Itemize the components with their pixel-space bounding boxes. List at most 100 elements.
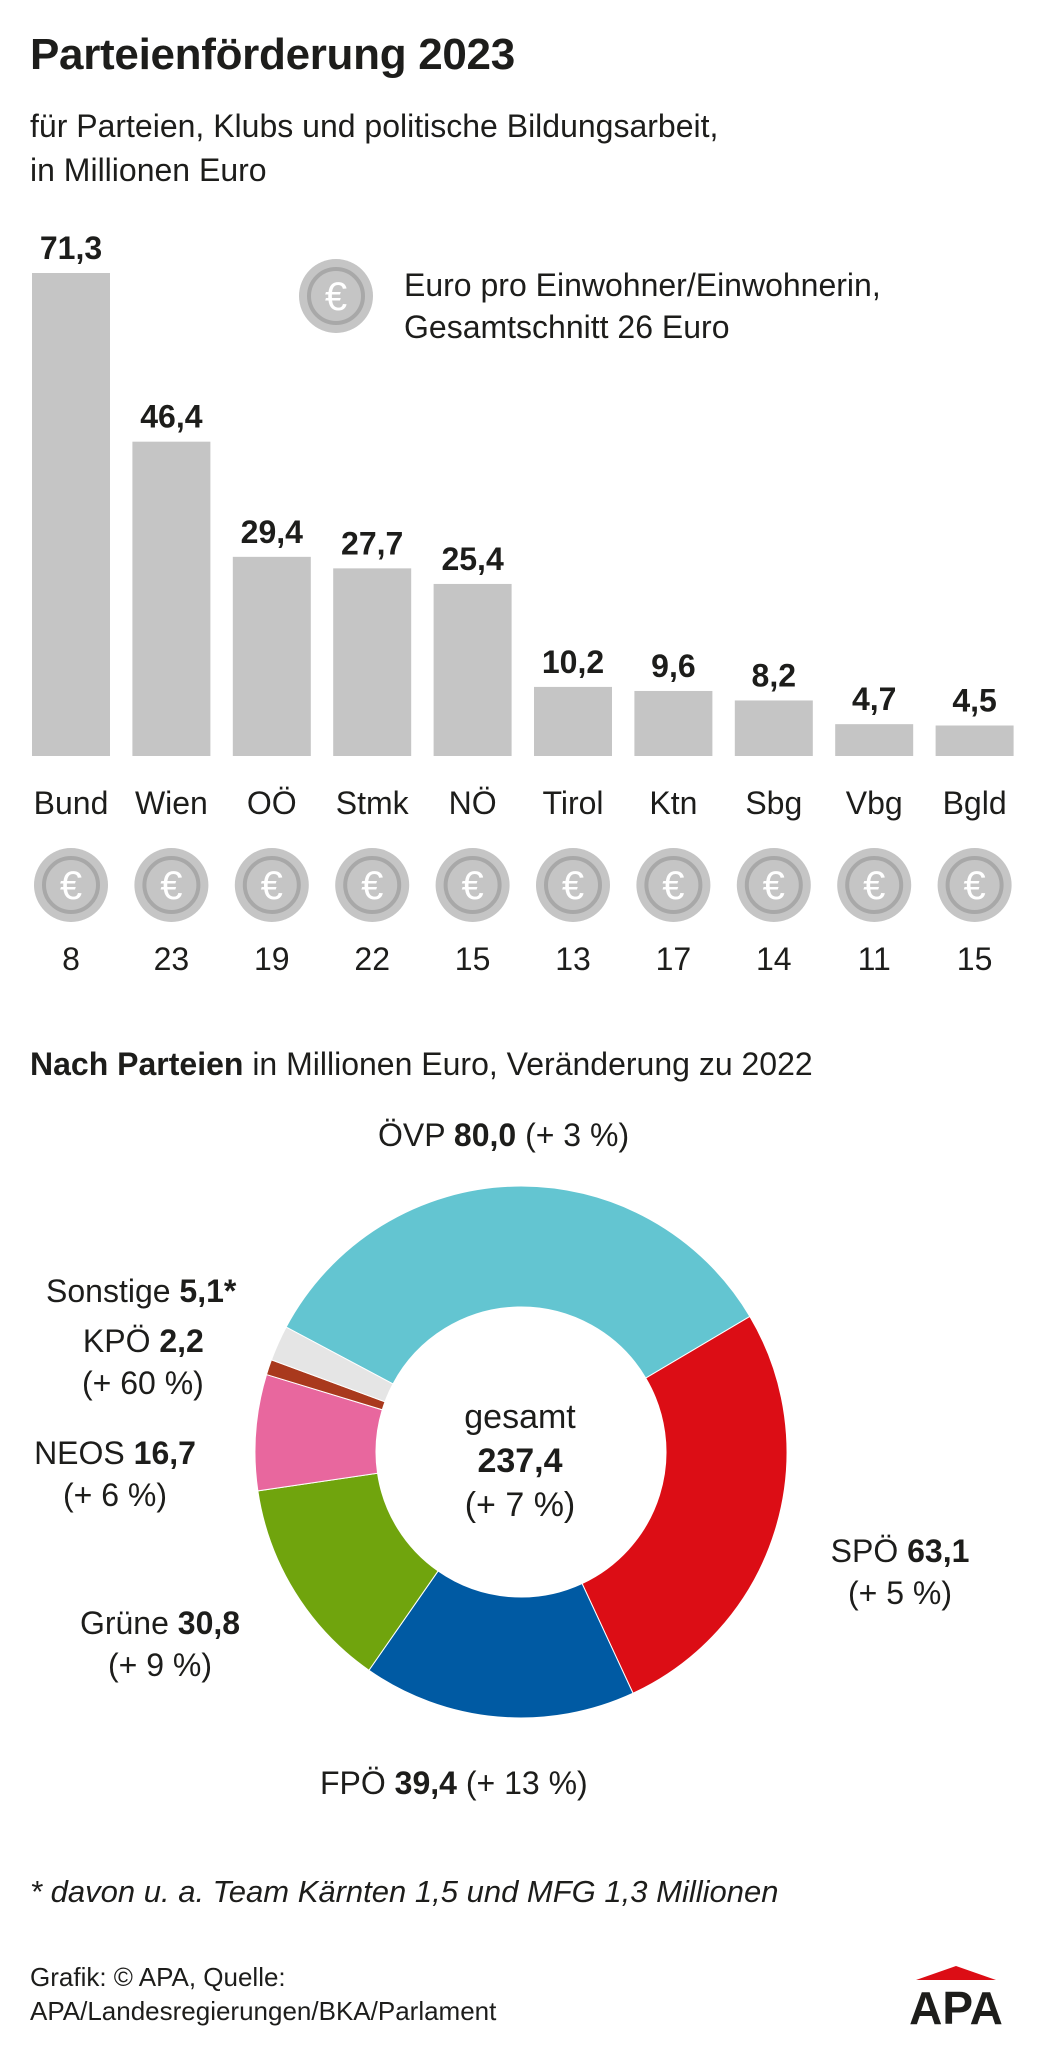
category-label: Wien — [135, 785, 208, 821]
chart-title: Parteienförderung 2023 — [30, 30, 515, 79]
euro-coin-ring — [343, 856, 402, 914]
label-fpo: FPÖ 39,4 (+ 13 %) — [320, 1762, 588, 1804]
legend-coin-ring — [307, 267, 365, 325]
label-gruene: Grüne 30,8 (+ 9 %) — [60, 1602, 260, 1686]
donut-slice — [270, 1326, 394, 1403]
label-ovp-name: ÖVP — [378, 1117, 445, 1153]
center-total: 237,4 — [477, 1442, 563, 1480]
label-fpo-name: FPÖ — [320, 1765, 386, 1801]
label-kpo-name: KPÖ — [82, 1323, 151, 1359]
category-label: Vbg — [846, 785, 903, 821]
category-label: Ktn — [649, 785, 697, 821]
bar — [32, 273, 110, 756]
center-line-1: gesamt — [464, 1398, 576, 1436]
euro-symbol: € — [461, 864, 483, 908]
label-gruene-name: Grüne — [79, 1605, 169, 1641]
legend-line-2: Gesamtschnitt 26 Euro — [404, 309, 730, 345]
euro-symbol: € — [963, 864, 985, 908]
apa-logo-roof — [916, 1966, 996, 1980]
label-ovp: ÖVP 80,0 (+ 3 %) — [378, 1114, 629, 1156]
euro-symbol: € — [562, 864, 584, 908]
per-capita-label: 17 — [656, 941, 692, 977]
label-ovp-change: (+ 3 %) — [525, 1117, 630, 1153]
label-sonstige-value: 5,1* — [179, 1273, 237, 1309]
per-capita-label: 8 — [62, 941, 80, 977]
label-sonstige: Sonstige 5,1* — [46, 1270, 236, 1312]
euro-coin-ring — [845, 856, 904, 914]
label-spo-change: (+ 5 %) — [847, 1575, 953, 1611]
per-capita-label: 19 — [254, 941, 290, 977]
source-line-2: APA/Landesregierungen/BKA/Parlament — [30, 1996, 497, 2026]
category-label: Bgld — [943, 785, 1007, 821]
per-capita-label: 22 — [354, 941, 390, 977]
footnote: * davon u. a. Team Kärnten 1,5 und MFG 1… — [30, 1874, 779, 1909]
label-fpo-change: (+ 13 %) — [465, 1765, 588, 1801]
per-capita-label: 15 — [957, 941, 993, 977]
bar-value-label: 46,4 — [140, 399, 202, 435]
bar-value-label: 4,7 — [852, 681, 896, 717]
category-label: OÖ — [247, 785, 297, 821]
subtitle-line-1: für Parteien, Klubs und politische Bildu… — [30, 108, 719, 144]
category-label: Sbg — [745, 785, 802, 821]
legend-line-1: Euro pro Einwohner/Einwohnerin, — [404, 267, 881, 303]
euro-coin-ring — [945, 856, 1004, 914]
bar-value-label: 71,3 — [40, 230, 102, 266]
bar — [634, 690, 713, 756]
legend-text: Euro pro Einwohner/Einwohnerin, Gesamtsc… — [404, 264, 881, 348]
bar — [232, 556, 311, 756]
label-neos-value: 16,7 — [133, 1435, 196, 1471]
bar — [534, 686, 612, 756]
section-title: Nach Parteien in Millionen Euro, Verände… — [30, 1046, 813, 1083]
legend: € Euro pro Einwohner/Einwohnerin, Gesamt… — [298, 258, 881, 348]
label-fpo-value: 39,4 — [394, 1765, 457, 1801]
bar-value-label: 9,6 — [651, 648, 695, 684]
subtitle-line-2: in Millionen Euro — [30, 152, 267, 188]
donut-slice — [285, 1185, 751, 1385]
category-label: NÖ — [449, 785, 497, 821]
source: Grafik: © APA, Quelle: APA/Landesregieru… — [30, 1960, 496, 2028]
euro-coin-icon: € — [299, 259, 373, 333]
legend-euro-symbol: € — [325, 275, 347, 319]
label-spo: SPÖ 63,1 (+ 5 %) — [800, 1530, 1000, 1614]
category-label: Bund — [34, 785, 109, 821]
donut-slice — [368, 1570, 634, 1719]
bar-value-label: 27,7 — [341, 525, 403, 561]
bar-chart: 71,3 Bund €8 46,4 Wien €23 29,4 OÖ €19 27,7 Stmk €2… — [32, 230, 1014, 977]
label-ovp-value: 80,0 — [453, 1117, 517, 1153]
bar — [333, 568, 412, 756]
label-kpo-value: 2,2 — [159, 1323, 204, 1359]
euro-symbol: € — [361, 864, 383, 908]
euro-symbol: € — [662, 864, 684, 908]
euro-coin-ring — [242, 856, 301, 914]
euro-coin-ring — [443, 856, 502, 914]
bar-value-label: 29,4 — [241, 514, 303, 550]
per-capita-label: 23 — [154, 941, 190, 977]
euro-symbol: € — [863, 864, 885, 908]
chart-subtitle: für Parteien, Klubs und politische Bildu… — [30, 104, 930, 192]
euro-coin-ring — [644, 856, 703, 914]
bar — [734, 700, 813, 756]
category-label: Tirol — [542, 785, 603, 821]
donut-center-label: gesamt 237,4 (+ 7 %) — [420, 1395, 620, 1527]
bar — [433, 583, 512, 756]
category-label: Stmk — [336, 785, 410, 821]
label-neos-change: (+ 6 %) — [62, 1477, 168, 1513]
euro-symbol: € — [60, 864, 82, 908]
label-gruene-change: (+ 9 %) — [107, 1647, 213, 1683]
label-sonstige-name: Sonstige — [46, 1273, 171, 1309]
label-gruene-value: 30,8 — [177, 1605, 241, 1641]
per-capita-label: 11 — [858, 941, 891, 977]
bar-value-label: 4,5 — [952, 683, 996, 719]
apa-logo-text: APA — [909, 1982, 1003, 2030]
donut-slice — [581, 1315, 788, 1694]
per-capita-label: 15 — [455, 941, 491, 977]
euro-coin-ring — [744, 856, 803, 914]
label-kpo: KPÖ 2,2 (+ 60 %) — [82, 1320, 204, 1404]
center-change: (+ 7 %) — [464, 1486, 576, 1524]
euro-symbol: € — [763, 864, 785, 908]
euro-coin-ring — [544, 856, 602, 914]
euro-symbol: € — [160, 864, 182, 908]
label-spo-name: SPÖ — [830, 1533, 899, 1569]
bar — [132, 441, 211, 756]
bar — [935, 725, 1014, 756]
